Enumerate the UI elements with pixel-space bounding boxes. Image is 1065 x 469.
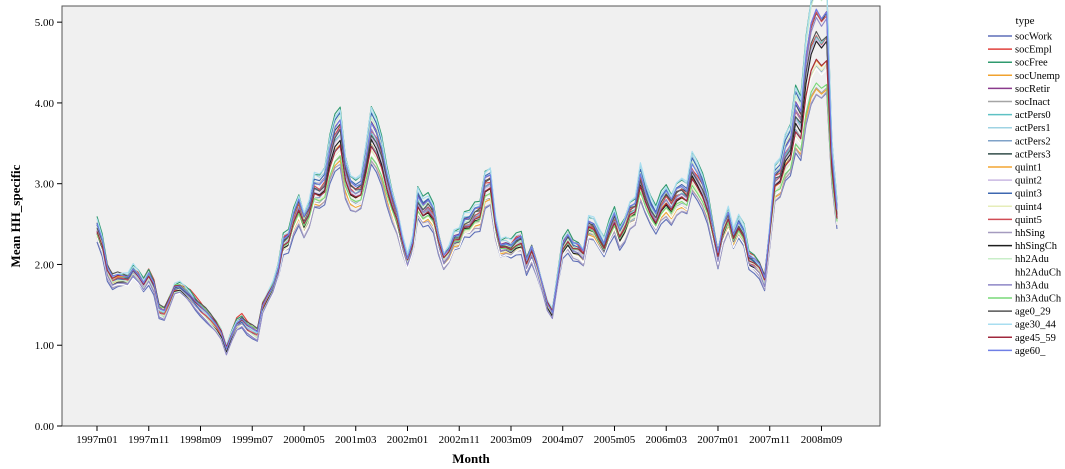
series-line-age45_59 <box>96 58 838 348</box>
legend-label: quint2 <box>1015 176 1042 187</box>
legend-label: age60_ <box>1015 346 1046 357</box>
series-line-age60_ <box>96 8 838 350</box>
legend-label: socUnemp <box>1015 71 1060 82</box>
x-axis-title: Month <box>452 451 490 466</box>
x-tick-label: 2007m11 <box>749 434 790 446</box>
legend-label: actPers2 <box>1015 136 1051 147</box>
x-tick-label: 2007m01 <box>697 434 739 446</box>
x-axis: 1997m01 1997m11 1998m09 1999m07 2000m05 2001m… <box>76 426 843 446</box>
legend-label: hh2AduCh <box>1015 267 1062 278</box>
x-tick-label: 1999m07 <box>231 434 273 446</box>
x-tick-label: 1997m11 <box>128 434 169 446</box>
legend-label: socEmpl <box>1015 45 1052 56</box>
x-tick-label: 2000m05 <box>283 434 325 446</box>
x-tick-label: 2006m03 <box>645 434 687 446</box>
legend-label: hh2Adu <box>1015 254 1050 265</box>
y-tick-label: 4.00 <box>35 98 55 110</box>
x-tick-label: 1998m09 <box>180 434 222 446</box>
legend-label: hhSingCh <box>1015 241 1058 252</box>
legend-label: hh3Adu <box>1015 280 1050 291</box>
legend-label: socFree <box>1015 58 1048 69</box>
y-tick-label: 0.00 <box>35 421 55 433</box>
x-tick-label: 2002m01 <box>387 434 429 446</box>
x-tick-label: 2004m07 <box>542 434 584 446</box>
y-tick-label: 3.00 <box>35 179 55 191</box>
x-tick-label: 2002m11 <box>439 434 480 446</box>
series-lines <box>96 0 838 356</box>
y-axis-title: Mean HH_specific <box>8 164 23 267</box>
x-tick-label: 2001m03 <box>335 434 377 446</box>
x-tick-label: 2008m09 <box>801 434 843 446</box>
legend: type socWork socEmpl socFree socUnemp socRet… <box>988 15 1062 357</box>
y-axis: 0.00 1.00 2.00 3.00 4.00 5.00 <box>35 17 62 433</box>
x-tick-label: 1997m01 <box>76 434 118 446</box>
legend-label: socRetir <box>1015 84 1050 95</box>
legend-label: quint4 <box>1015 202 1043 213</box>
legend-label: actPers3 <box>1015 149 1051 160</box>
x-tick-label: 2005m05 <box>594 434 636 446</box>
y-tick-label: 2.00 <box>35 259 55 271</box>
legend-title: type <box>1016 15 1035 27</box>
legend-label: actPers1 <box>1015 123 1051 134</box>
y-tick-label: 5.00 <box>35 17 55 29</box>
legend-label: age45_59 <box>1015 333 1056 344</box>
legend-label: actPers0 <box>1015 110 1051 121</box>
legend-label: hhSing <box>1015 228 1046 239</box>
legend-label: age0_29 <box>1015 307 1051 318</box>
x-tick-label: 2003m09 <box>490 434 532 446</box>
y-tick-label: 1.00 <box>35 340 55 352</box>
legend-label: quint1 <box>1015 163 1042 174</box>
legend-label: age30_44 <box>1015 320 1057 331</box>
legend-label: socInact <box>1015 97 1050 108</box>
legend-label: hh3AduCh <box>1015 294 1062 305</box>
legend-label: socWork <box>1015 32 1053 43</box>
legend-label: quint3 <box>1015 189 1042 200</box>
legend-label: quint5 <box>1015 215 1042 226</box>
